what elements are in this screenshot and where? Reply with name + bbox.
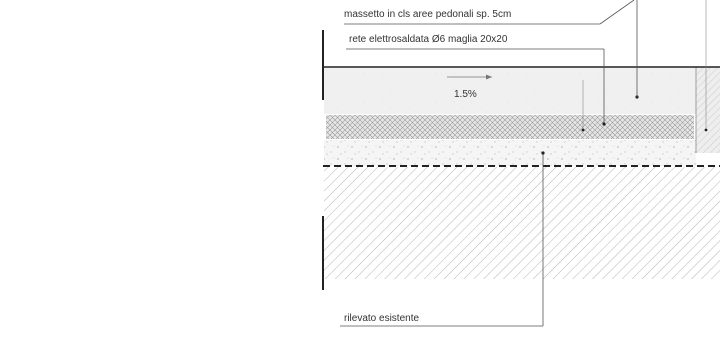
leader-curb-dot xyxy=(704,128,708,132)
slope-label: 1.5% xyxy=(454,89,477,100)
leader-rilevato-dot xyxy=(541,151,545,155)
screed-layer-texture xyxy=(324,67,696,114)
leader-rete xyxy=(346,48,605,124)
massetto-label: massetto in cls aree pedonali sp. 5cm xyxy=(344,9,511,20)
leader-massetto xyxy=(344,0,635,25)
leader-mesh-secondary-dot xyxy=(581,128,585,132)
leader-rete-dot xyxy=(602,122,606,126)
rete-label: rete elettrosaldata Ø6 maglia 20x20 xyxy=(349,34,508,45)
gravel-layer-texture xyxy=(324,140,696,166)
slope-arrow-icon xyxy=(447,74,492,80)
existing-embankment-hatch xyxy=(324,167,720,279)
rilevato-label: rilevato esistente xyxy=(344,313,419,324)
mesh-layer-hatch xyxy=(326,115,694,139)
leader-rilevato xyxy=(340,153,544,327)
curb-element-hatch xyxy=(696,67,720,153)
